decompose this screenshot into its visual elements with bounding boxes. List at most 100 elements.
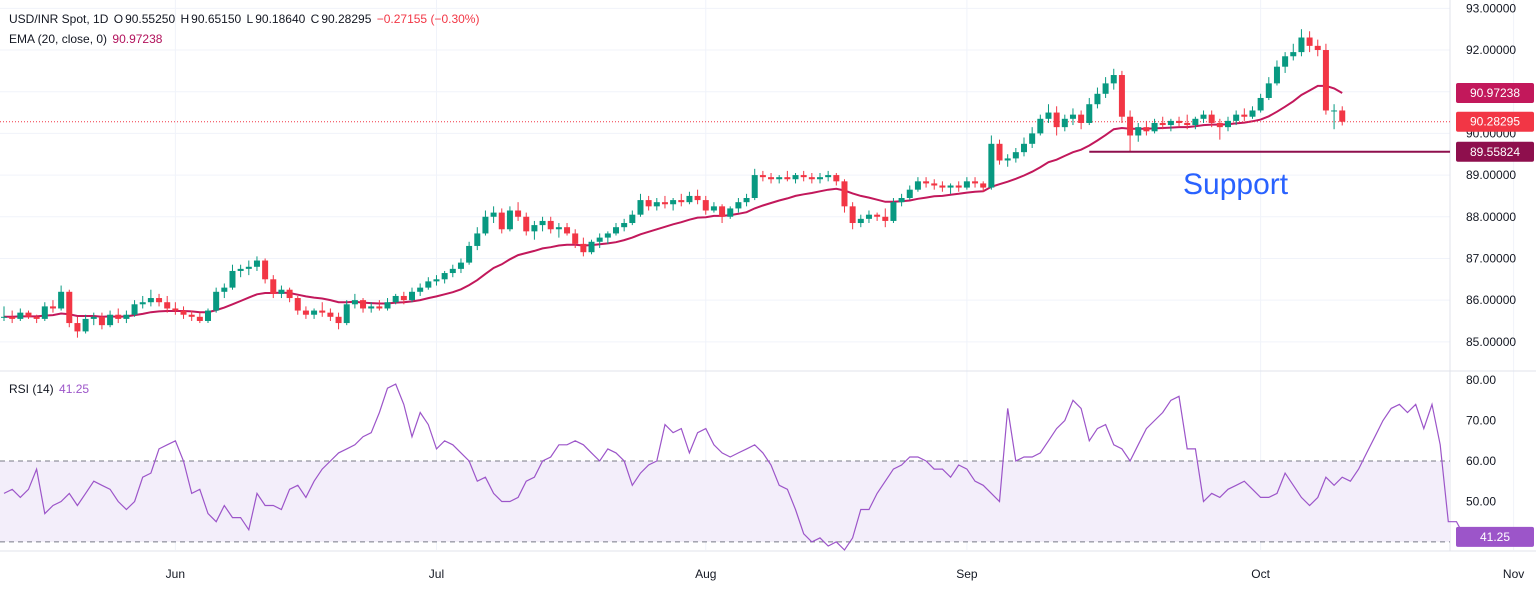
rsi-axis[interactable]: 50.00 60.00 70.00 80.00 [1466,373,1496,508]
candle [335,312,342,330]
candle-body [572,233,579,244]
candle-body [392,295,399,303]
candle [1298,29,1305,57]
open-value: 90.55250 [125,12,176,26]
candle [449,264,456,278]
candle-body [376,306,383,309]
candle-body [131,304,138,315]
candle-body [539,220,546,226]
candle-body [156,298,163,303]
candle-body [768,177,775,180]
candle-body [972,181,979,184]
open-label: O [113,12,124,26]
candle-body [702,200,709,211]
time-tick-label: Jun [166,567,185,581]
candle [82,314,89,334]
close-price-tag: 90.28295 [1470,115,1520,129]
price-tick-label: 93.00000 [1466,1,1516,15]
candle [58,285,65,311]
candle-body [302,310,309,315]
candle [596,233,603,249]
candle-body [1069,114,1076,119]
time-axis[interactable]: JunJulAugSepOctNovDec2026Feb [166,567,1536,581]
candle-body [678,200,685,203]
candle-body [923,181,930,184]
candle [294,295,301,315]
ema-value: 90.97238 [112,32,163,46]
candle-body [719,206,726,217]
price-axis[interactable]: 85.00000 86.00000 87.00000 88.00000 89.00000… [1466,1,1516,348]
candle [205,308,211,324]
price-tick-label: 87.00000 [1466,251,1516,265]
candle [1314,39,1321,57]
grid-lines [0,0,1536,552]
price-tags: 90.97238 90.28295 89.55824 41.25 [1456,82,1534,547]
candle [955,181,962,192]
candle [66,289,73,328]
candle-body [1127,116,1134,136]
candle [384,298,391,311]
candle-body [335,316,342,324]
candle [580,237,587,257]
ema-legend[interactable]: EMA (20, close, 0) 90.97238 [9,32,164,46]
rsi-tick-label: 60.00 [1466,454,1496,468]
candle [963,177,970,190]
candle-body [482,216,489,234]
candle [245,260,252,276]
symbol-label[interactable]: USD/INR Spot, 1D [9,12,109,26]
candle-body [107,314,114,326]
candle [368,302,375,313]
candle [417,283,424,296]
candle [637,193,644,217]
candle-body [906,189,913,199]
candle-body [1290,52,1297,57]
support-annotation: Support [1183,168,1289,201]
candle-body [147,298,154,303]
candle [253,256,260,271]
candle-body [319,310,326,313]
candle-body [433,279,440,282]
candle [865,210,872,224]
candle [1225,116,1231,132]
candle-body [825,175,832,178]
candle [327,308,334,321]
candle [196,312,203,324]
candle-body [1151,122,1158,132]
ema-line [0,84,1450,318]
candle-body [237,268,244,271]
candle-body [139,302,146,305]
low-value: 90.18640 [255,12,306,26]
rsi-series-line [3,383,1466,551]
candle [33,314,40,324]
candle [1282,52,1289,73]
candle-body [596,237,603,242]
candle-body [229,270,236,288]
candle-body [898,198,905,203]
candle-body [1078,114,1085,123]
candle [1078,110,1085,130]
candle-body [164,302,171,309]
candle-body [245,266,252,269]
rsi-legend[interactable]: RSI (14) 41.25 [9,382,91,396]
candle [237,264,244,278]
rsi-line [3,383,1466,551]
candle [17,308,24,321]
candle [857,214,864,228]
candlestick-series[interactable] [1,29,1346,338]
candle [74,316,81,338]
candle-body [1102,83,1109,94]
candle [1151,118,1158,134]
candle [392,293,399,305]
candle [41,302,48,321]
candle [629,210,636,226]
candle [719,204,726,224]
candle [1127,110,1134,153]
candle-body [1135,127,1142,136]
candle [898,193,905,207]
candle-body [1322,50,1329,111]
candle [1037,114,1044,136]
candle-body [270,279,277,294]
candle-body [808,177,815,180]
candle-body [637,200,644,215]
